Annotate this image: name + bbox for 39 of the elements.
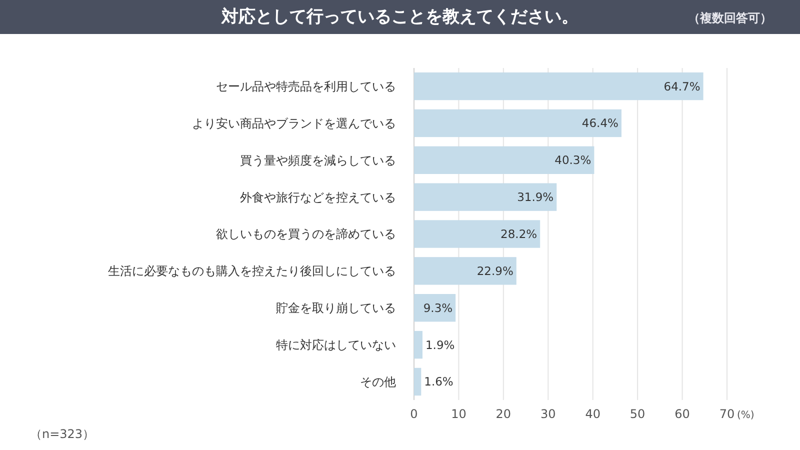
text: （n=323） (30, 427, 95, 441)
y-tick-label: 買う量や頻度を減らしている (240, 153, 396, 168)
bar (414, 220, 540, 248)
y-tick-label: より安い商品やブランドを選んでいる (192, 116, 396, 130)
bar (414, 146, 594, 174)
y-tick-label: 生活に必要なものも購入を控えたり後回しにしている (108, 264, 396, 278)
bar (414, 109, 622, 138)
chart-subtitle: （複数回答可） (688, 11, 772, 25)
y-tick-label: 貯金を取り崩している (276, 301, 396, 316)
bar (414, 183, 557, 211)
bar (414, 72, 704, 100)
x-tick-label: 60 (674, 407, 690, 421)
data-label: 31.9% (517, 190, 554, 204)
x-axis-title: (%) (737, 410, 754, 421)
x-tick-label: 0 (410, 407, 418, 421)
data-label: 9.3% (423, 300, 453, 315)
data-label: 28.2% (500, 227, 538, 242)
bar (414, 257, 516, 285)
y-tick-label: 欲しいものを買うのを諦めている (216, 227, 396, 242)
x-tick-label: 50 (630, 407, 646, 421)
y-tick-label: 外食や旅行などを控えている (240, 190, 396, 204)
bar (414, 294, 456, 322)
y-tick-label: その他 (360, 374, 396, 389)
data-label: 64.7% (664, 79, 700, 94)
data-label: 22.9% (476, 264, 514, 278)
bar (414, 368, 422, 396)
bar (414, 330, 422, 359)
x-tick-label: 10 (451, 407, 466, 421)
data-label: 46.4% (582, 116, 619, 130)
y-tick-label: 特に対応はしていない (276, 338, 396, 352)
y-tick-label: セール品や特売品を利用している (216, 79, 396, 94)
x-tick-label: 30 (540, 407, 556, 421)
data-label: 1.6% (424, 374, 454, 389)
x-tick-label: 70 (719, 407, 735, 421)
data-label: 40.3% (554, 153, 592, 168)
data-label: 1.9% (425, 338, 455, 352)
chart-title: 対応として行っていることを教えてください。 (220, 7, 578, 27)
x-tick-label: 20 (496, 407, 512, 421)
x-tick-label: 40 (585, 407, 600, 421)
